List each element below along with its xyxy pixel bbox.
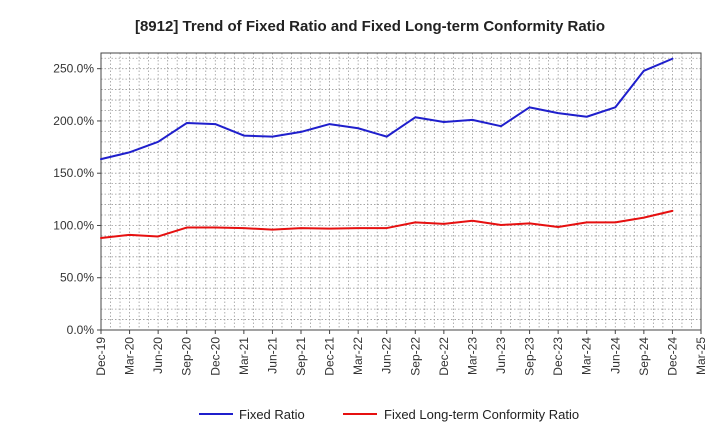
x-tick-label: Dec-23 — [551, 337, 565, 376]
x-tick-label: Jun-22 — [380, 337, 394, 374]
x-tick-label: Dec-19 — [94, 337, 108, 376]
x-tick-label: Sep-20 — [180, 337, 194, 376]
x-tick-label: Mar-24 — [580, 337, 594, 375]
x-tick-label: Dec-21 — [323, 337, 337, 376]
legend: Fixed Ratio Fixed Long-term Conformity Ra… — [199, 407, 579, 422]
x-tick-label: Dec-22 — [437, 337, 451, 376]
x-tick-label: Sep-24 — [637, 337, 651, 376]
x-tick-label: Jun-23 — [494, 337, 508, 374]
x-tick-label: Jun-20 — [151, 337, 165, 374]
x-tick-label: Dec-20 — [208, 337, 222, 376]
y-tick-label: 200.0% — [53, 114, 94, 128]
x-axis: Dec-19 Mar-20 Jun-20 Sep-20 Dec-20 Mar-21 Jun-… — [94, 330, 708, 376]
series-lines — [100, 57, 674, 240]
y-tick-label: 0.0% — [67, 323, 95, 337]
x-tick-label: Sep-21 — [294, 337, 308, 376]
y-tick-label: 100.0% — [53, 218, 94, 232]
x-tick-label: Jun-21 — [265, 337, 279, 374]
y-tick-label: 250.0% — [53, 62, 94, 76]
x-tick-label: Dec-24 — [665, 337, 679, 376]
plot-area — [100, 52, 702, 331]
y-tick-label: 150.0% — [53, 166, 94, 180]
x-tick-label: Mar-25 — [694, 337, 708, 375]
series-line — [100, 57, 674, 161]
x-tick-label: Mar-20 — [123, 337, 137, 375]
x-tick-label: Sep-23 — [523, 337, 537, 376]
legend-label: Fixed Long-term Conformity Ratio — [384, 407, 579, 422]
grid — [101, 53, 701, 330]
x-tick-label: Sep-22 — [408, 337, 422, 376]
x-tick-label: Mar-23 — [465, 337, 479, 375]
y-axis: 0.0% 50.0% 100.0% 150.0% 200.0% 250.0% — [53, 62, 101, 337]
x-tick-label: Mar-22 — [351, 337, 365, 375]
x-tick-label: Jun-24 — [608, 337, 622, 374]
y-tick-label: 50.0% — [60, 271, 94, 285]
series-line — [100, 209, 674, 240]
legend-label: Fixed Ratio — [239, 407, 305, 422]
x-tick-label: Mar-21 — [237, 337, 251, 375]
chart-title: [8912] Trend of Fixed Ratio and Fixed Lo… — [135, 18, 605, 35]
